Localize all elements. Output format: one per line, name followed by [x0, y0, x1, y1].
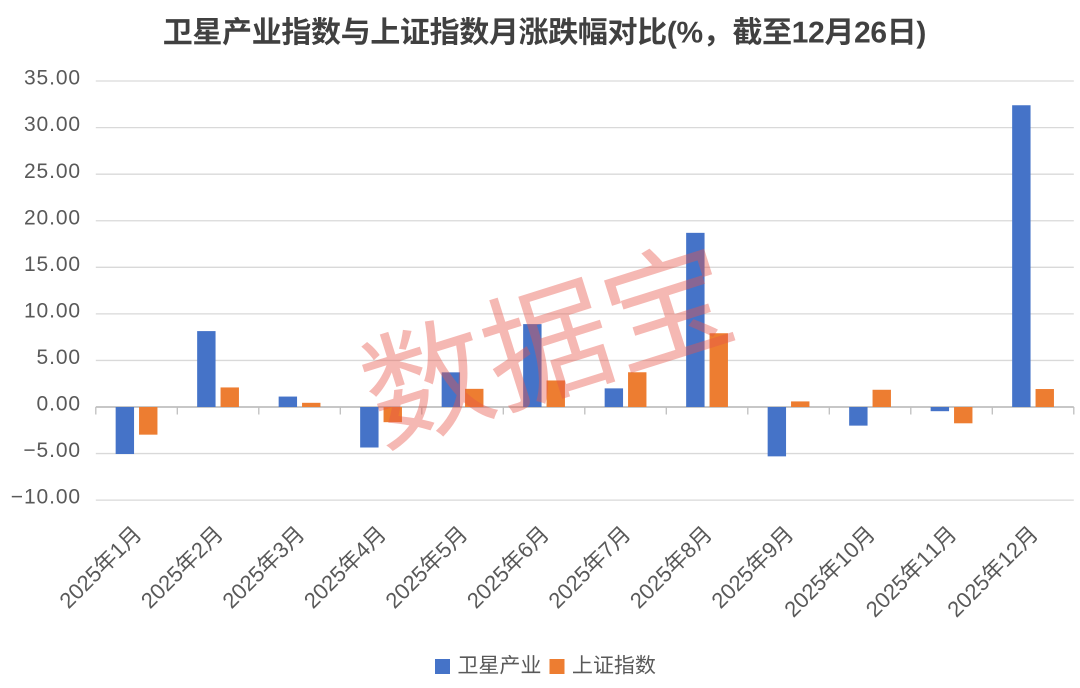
svg-text:25.00: 25.00 — [24, 160, 81, 183]
svg-text:10.00: 10.00 — [24, 300, 81, 323]
svg-text:15.00: 15.00 — [24, 253, 81, 276]
svg-text:−10.00: −10.00 — [11, 486, 81, 509]
svg-text:−5.00: −5.00 — [23, 439, 81, 462]
svg-text:35.00: 35.00 — [24, 67, 81, 90]
svg-text:5.00: 5.00 — [37, 346, 81, 369]
svg-text:30.00: 30.00 — [24, 113, 81, 136]
svg-text:0.00: 0.00 — [37, 393, 81, 416]
svg-text:20.00: 20.00 — [24, 206, 81, 229]
